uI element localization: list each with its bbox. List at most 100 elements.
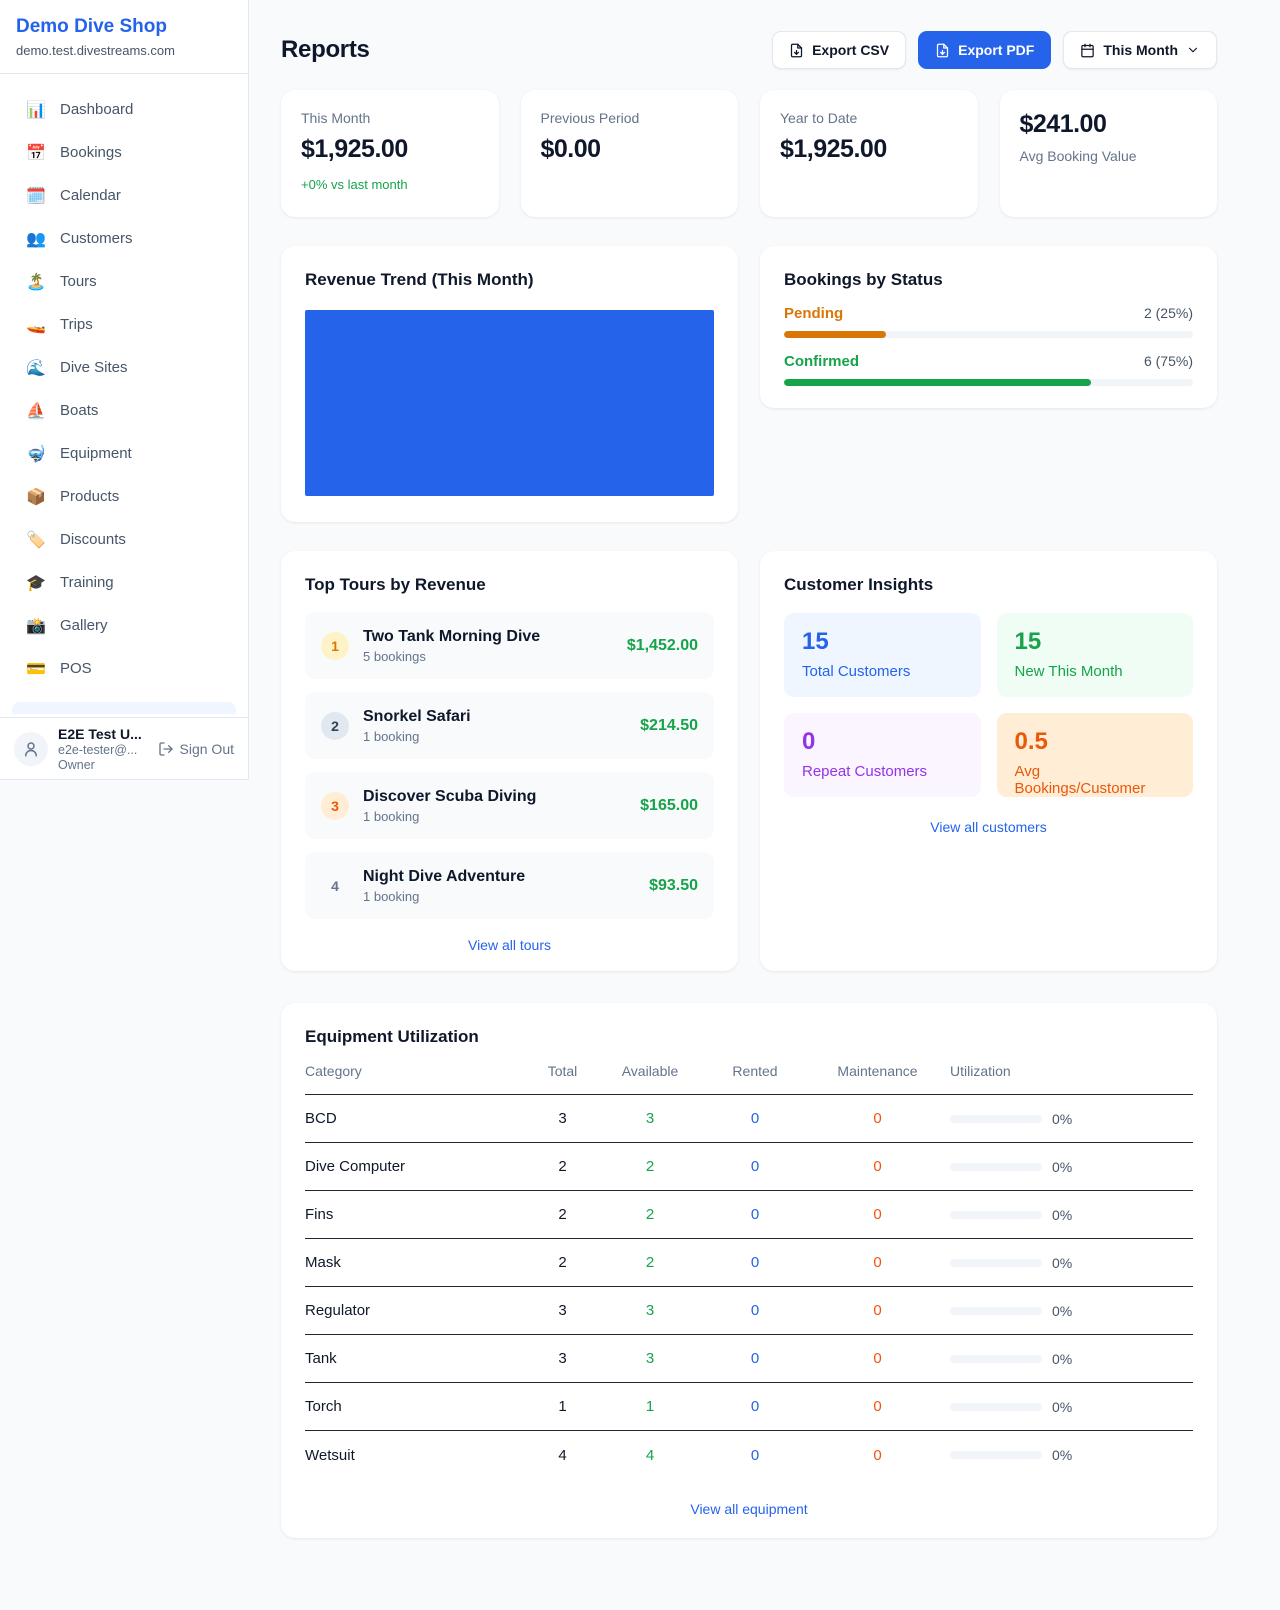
file-download-icon — [790, 43, 803, 57]
tour-row[interactable]: 4 Night Dive Adventure 1 booking $93.50 — [305, 852, 714, 919]
speedboat-icon: 🚤 — [26, 316, 46, 334]
sidebar-item-bookings[interactable]: 📅 Bookings — [12, 131, 236, 174]
period-dropdown[interactable]: This Month — [1063, 31, 1217, 69]
camera-icon: 📸 — [26, 617, 46, 635]
sidebar-item-boats[interactable]: ⛵ Boats — [12, 389, 236, 432]
equipment-category: Fins — [305, 1206, 334, 1223]
view-all-tours-link[interactable]: View all tours — [305, 937, 714, 953]
equipment-available: 3 — [645, 1302, 655, 1319]
dashboard-icon: 📊 — [26, 101, 46, 119]
sidebar-item-reports-partial[interactable] — [12, 702, 236, 714]
equipment-utilization-cell: 0% — [950, 1159, 1193, 1175]
equipment-utilization-cell: 0% — [950, 1399, 1193, 1415]
user-name: E2E Test U... — [58, 725, 142, 742]
rank-badge: 4 — [331, 877, 339, 894]
stat-value: $1,925.00 — [301, 135, 408, 163]
stat-value: $241.00 — [1019, 110, 1107, 138]
sidebar-item-dashboard[interactable]: 📊 Dashboard — [12, 88, 236, 131]
stat-label: Previous Period — [540, 110, 640, 126]
island-icon: 🏝️ — [26, 273, 46, 291]
column-header-available: Available — [621, 1063, 679, 1079]
table-row: Dive Computer 2 2 0 0 0% — [305, 1143, 1193, 1191]
utilization-bar-track — [950, 1402, 1042, 1411]
equipment-total: 2 — [558, 1206, 567, 1223]
status-label: Pending — [784, 305, 844, 322]
column-header-utilization: Utilization — [950, 1063, 1011, 1079]
equipment-total: 3 — [558, 1350, 567, 1367]
stat-delta: +0% vs last month — [301, 177, 408, 192]
equipment-utilization-title: Equipment Utilization — [305, 1027, 479, 1046]
header-actions: Export CSV Export PDF This Month — [772, 31, 1217, 69]
sidebar-item-gallery[interactable]: 📸 Gallery — [12, 604, 236, 647]
equipment-category: Wetsuit — [305, 1446, 355, 1464]
people-icon: 👥 — [26, 230, 46, 248]
status-label: Confirmed — [784, 353, 859, 370]
utilization-bar-track — [950, 1114, 1042, 1123]
sidebar-item-products[interactable]: 📦 Products — [12, 475, 236, 518]
sidebar-item-equipment[interactable]: 🤿 Equipment — [12, 432, 236, 475]
equipment-utilization-card: Equipment Utilization Category Total Ava… — [281, 1003, 1217, 1538]
equipment-total: 2 — [558, 1254, 567, 1271]
insight-label: New This Month — [1014, 663, 1123, 680]
tour-row[interactable]: 1 Two Tank Morning Dive 5 bookings $1,45… — [305, 612, 714, 679]
sidebar-item-customers[interactable]: 👥 Customers — [12, 217, 236, 260]
sidebar-item-label: Tours — [60, 273, 97, 290]
equipment-category: Tank — [305, 1350, 337, 1367]
tour-name: Discover Scuba Diving — [363, 787, 537, 805]
utilization-bar-track — [950, 1210, 1042, 1219]
sidebar-item-tours[interactable]: 🏝️ Tours — [12, 260, 236, 303]
view-all-customers-link[interactable]: View all customers — [784, 819, 1193, 835]
utilization-bar-track — [950, 1451, 1042, 1459]
equipment-utilization-cell: 0% — [950, 1207, 1193, 1223]
equipment-rented: 0 — [750, 1398, 760, 1415]
sidebar-item-label: Dashboard — [60, 101, 134, 118]
insight-label: Avg Bookings/Customer — [1014, 763, 1146, 797]
sidebar-item-calendar[interactable]: 🗓️ Calendar — [12, 174, 236, 217]
revenue-trend-card: Revenue Trend (This Month) — [281, 246, 738, 522]
equipment-total: 3 — [558, 1110, 567, 1127]
revenue-trend-title: Revenue Trend (This Month) — [305, 270, 534, 289]
sailboat-icon: ⛵ — [26, 402, 46, 420]
sidebar-item-discounts[interactable]: 🏷️ Discounts — [12, 518, 236, 561]
page-title: Reports — [281, 36, 370, 63]
equipment-maintenance: 0 — [873, 1206, 882, 1223]
equipment-category: Torch — [305, 1398, 342, 1415]
sidebar-item-trips[interactable]: 🚤 Trips — [12, 303, 236, 346]
sidebar-item-training[interactable]: 🎓 Training — [12, 561, 236, 604]
equipment-available: 2 — [645, 1254, 655, 1271]
export-pdf-button[interactable]: Export PDF — [918, 31, 1052, 69]
tour-bookings: 1 booking — [363, 808, 420, 824]
sidebar-item-dive-sites[interactable]: 🌊 Dive Sites — [12, 346, 236, 389]
stat-label: This Month — [301, 110, 371, 126]
status-bar-track — [784, 379, 1193, 386]
sidebar-item-pos[interactable]: 💳 POS — [12, 647, 236, 690]
tour-bookings: 5 bookings — [363, 648, 426, 664]
column-header-rented: Rented — [732, 1063, 778, 1079]
shop-name: Demo Dive Shop — [16, 16, 167, 37]
utilization-percent: 0% — [1052, 1350, 1073, 1367]
view-all-equipment-link[interactable]: View all equipment — [305, 1501, 1193, 1517]
tour-row[interactable]: 3 Discover Scuba Diving 1 booking $165.0… — [305, 772, 714, 839]
equipment-rented: 0 — [750, 1446, 760, 1464]
sign-out-button[interactable]: Sign Out — [158, 741, 234, 757]
customer-insights-card: Customer Insights 15 Total Customers 15 … — [760, 551, 1217, 971]
sidebar-item-label: Equipment — [60, 445, 132, 462]
bookings-by-status-card: Bookings by Status Pending 2 (25%) Confi… — [760, 246, 1217, 408]
stat-card-previous-period: Previous Period $0.00 — [520, 90, 738, 217]
equipment-available: 2 — [645, 1158, 655, 1175]
insight-tile-new-this-month: 15 New This Month — [996, 613, 1193, 697]
equipment-category: BCD — [305, 1110, 337, 1127]
insight-label: Total Customers — [802, 663, 911, 680]
table-row: Fins 2 2 0 0 0% — [305, 1191, 1193, 1239]
status-row-pending: Pending 2 (25%) — [784, 305, 1193, 338]
equipment-utilization-cell: 0% — [950, 1303, 1193, 1319]
equipment-rented: 0 — [750, 1302, 760, 1319]
equipment-table-header: Category Total Available Rented Maintena… — [305, 1063, 1193, 1095]
table-row: Regulator 3 3 0 0 0% — [305, 1287, 1193, 1335]
export-csv-button[interactable]: Export CSV — [772, 31, 907, 69]
sidebar-header: Demo Dive Shop demo.test.divestreams.com — [0, 0, 248, 74]
utilization-bar-track — [950, 1306, 1042, 1315]
tour-row[interactable]: 2 Snorkel Safari 1 booking $214.50 — [305, 692, 714, 759]
sidebar-item-label: Boats — [60, 402, 99, 419]
tour-bookings: 1 booking — [363, 888, 420, 904]
